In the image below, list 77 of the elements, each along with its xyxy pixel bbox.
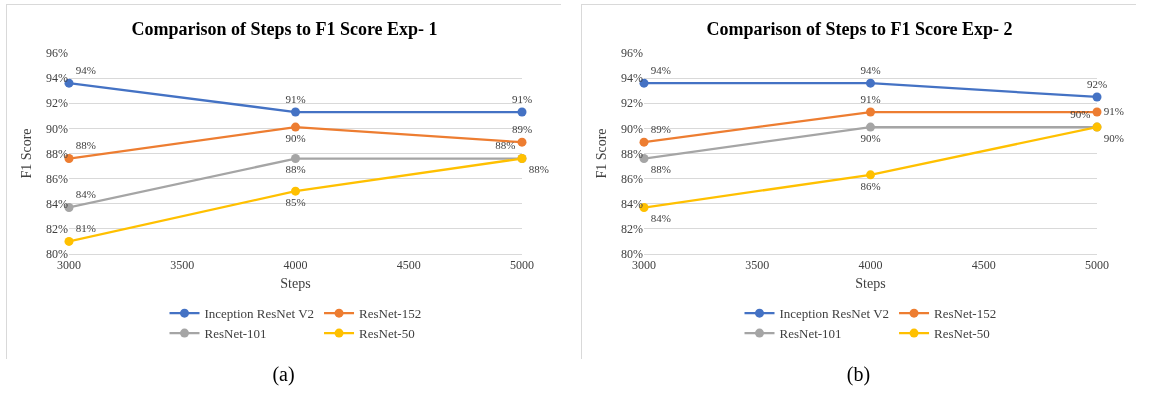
x-tick-label: 3500 (170, 258, 195, 273)
x-tick-label: 5000 (510, 258, 534, 273)
y-tick-label: 92% (621, 96, 643, 111)
legend-label: ResNet-50 (359, 326, 415, 342)
text: (a) (271, 363, 296, 386)
x-tick-label: 4500 (396, 258, 421, 273)
point (517, 137, 527, 147)
point (866, 107, 875, 117)
data-label: 84% (75, 188, 96, 201)
data-label: 91% (1103, 104, 1124, 117)
y-tick-label: 88% (46, 146, 68, 161)
data-label: 81% (75, 222, 96, 235)
y-tick-label: 82% (621, 222, 643, 237)
y-tick-label: 90% (46, 121, 68, 136)
data-label: 88% (75, 139, 96, 152)
y-tick-label: 82% (46, 222, 68, 237)
y-tick-label: 96% (46, 46, 68, 61)
point (1092, 92, 1102, 102)
data-label: 89% (511, 122, 533, 135)
data-label: 84% (650, 212, 671, 225)
point (517, 107, 527, 117)
legend-label: Inception ResNet V2 (779, 306, 890, 322)
y-tick-label: 90% (621, 121, 643, 136)
legend-label: ResNet-50 (934, 326, 990, 342)
chart-title: Comparison of Steps to F1 Score Exp- 2 (706, 19, 1013, 40)
legend-label: Inception ResNet V2 (204, 306, 315, 322)
data-label: 89% (650, 122, 671, 135)
point (866, 122, 875, 132)
y-tick-label: 84% (46, 196, 68, 211)
x-axis-title: Steps (280, 275, 311, 291)
point (291, 186, 300, 196)
data-label: 91% (285, 92, 306, 105)
y-tick-label: 92% (46, 96, 68, 111)
point (291, 122, 300, 132)
data-label: 91% (511, 92, 533, 105)
y-tick-label: 96% (621, 46, 643, 61)
legend-label: ResNet-101 (204, 326, 267, 342)
x-tick-label: 5000 (1085, 258, 1109, 273)
point (291, 154, 300, 164)
x-tick-label: 4000 (858, 258, 883, 273)
data-label: 88% (285, 163, 306, 176)
y-tick-label: 84% (621, 196, 643, 211)
point (639, 137, 649, 147)
x-tick-label: 4000 (283, 258, 308, 273)
x-tick-label: 4500 (971, 258, 996, 273)
data-label: 90% (285, 131, 306, 144)
data-label: 86% (860, 179, 881, 192)
y-tick-label: 86% (621, 171, 643, 186)
legend-label: ResNet-152 (934, 306, 997, 322)
data-label: 88% (528, 163, 549, 176)
legend-label: ResNet-101 (779, 326, 842, 342)
legend-label: ResNet-152 (359, 306, 422, 322)
x-tick-label: 3500 (745, 258, 770, 273)
y-axis-title: F1 Score (19, 128, 34, 179)
y-tick-label: 88% (621, 146, 643, 161)
chart-title: Comparison of Steps to F1 Score Exp- 1 (131, 19, 438, 40)
point (866, 78, 875, 88)
data-label: 88% (495, 139, 516, 152)
data-label: 94% (650, 63, 671, 76)
point (1092, 107, 1102, 117)
data-label: 91% (860, 92, 881, 105)
data-label: 92% (1086, 77, 1108, 90)
data-label: 85% (285, 196, 306, 209)
data-label: 94% (75, 63, 96, 76)
y-tick-label: 94% (621, 71, 643, 86)
y-tick-label: 86% (46, 171, 68, 186)
x-axis-title: Steps (855, 275, 886, 291)
point (291, 107, 300, 117)
text: (b) (845, 363, 872, 386)
data-label: 90% (860, 131, 881, 144)
data-label: 88% (650, 163, 671, 176)
y-tick-label: 94% (46, 71, 68, 86)
point (866, 170, 875, 180)
data-label: 90% (1103, 131, 1124, 144)
data-label: 94% (860, 63, 881, 76)
y-axis-title: F1 Score (594, 128, 609, 179)
point (64, 236, 74, 246)
